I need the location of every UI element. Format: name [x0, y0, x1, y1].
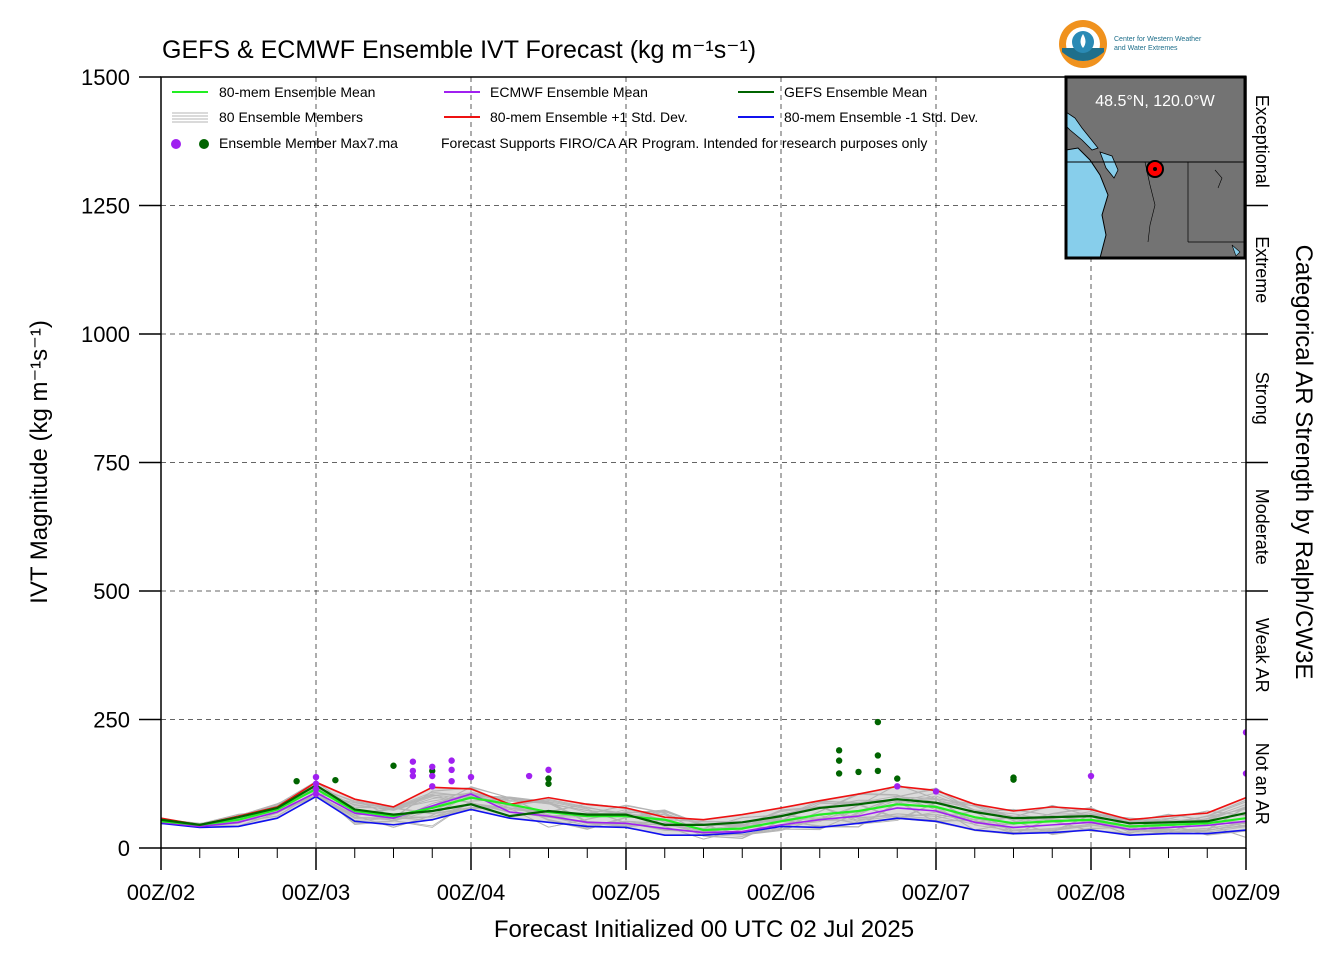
- gefs-max-point: [874, 767, 882, 775]
- y-tick-label: 0: [118, 836, 130, 861]
- ecmwf-max-point: [894, 783, 901, 790]
- map-ocean: [1066, 147, 1109, 258]
- ecmwf-max-point: [448, 757, 455, 764]
- ecmwf-max-point: [1242, 729, 1246, 736]
- logo-text-line1: Center for Western Weather: [1114, 36, 1202, 43]
- y-tick-label: 250: [93, 708, 130, 733]
- ecmwf-max-point: [429, 783, 436, 790]
- ensemble-member-line: [161, 783, 1246, 836]
- gefs-mean-line: [161, 784, 1246, 826]
- y-tick-label: 500: [93, 579, 130, 604]
- legend-dot-ecmwf-max: [171, 139, 181, 149]
- ecmwf-mean-line: [161, 791, 1246, 834]
- logo-drop-icon: [1080, 34, 1086, 48]
- ecmwf-max-point: [932, 788, 940, 795]
- series-lines: [161, 781, 1246, 836]
- legend-label-ecmwf-mean: ECMWF Ensemble Mean: [490, 84, 648, 100]
- x-tick-label: 00Z/08: [1057, 880, 1126, 905]
- category-label: Exceptional: [1252, 95, 1272, 188]
- category-axis: Not an AR Weak AR Moderate Strong Extreme Exc…: [1246, 95, 1272, 825]
- gefs-max-point: [874, 718, 882, 726]
- ecmwf-max-point: [312, 780, 320, 787]
- map-sound: [1099, 151, 1119, 179]
- ecmwf-max-point: [312, 773, 320, 781]
- ecmwf-max-point: [429, 763, 436, 770]
- map-location-label: 48.5°N, 120.0°W: [1095, 93, 1215, 110]
- x-tick-label: 00Z/05: [592, 880, 661, 905]
- y-tick-label: 750: [93, 451, 130, 476]
- member-max-points: [293, 718, 1246, 798]
- legend-note: Forecast Supports FIRO/CA AR Program. In…: [441, 135, 927, 151]
- gefs-max-point: [894, 775, 901, 782]
- gefs-max-point: [874, 752, 882, 759]
- x-tick-label: 00Z/03: [282, 880, 351, 905]
- ecmwf-max-point: [1087, 772, 1095, 780]
- legend-swatch-members: [172, 112, 208, 123]
- gefs-max-point: [390, 762, 397, 769]
- x-axis-label: Forecast Initialized 00 UTC 02 Jul 2025: [494, 916, 914, 943]
- cw3e-logo: Center for Western Weather and Water Ext…: [1059, 20, 1202, 68]
- ensemble-mean-line: [161, 787, 1246, 832]
- category-label: Extreme: [1252, 236, 1272, 303]
- x-axis-ticks: 00Z/02 00Z/03 00Z/04 00Z/05 00Z/06 00Z/07 00Z/…: [127, 848, 1281, 905]
- gefs-max-point: [835, 770, 843, 777]
- ecmwf-max-point: [312, 785, 320, 793]
- logo-wave-icon: [1062, 48, 1104, 61]
- x-tick-label: 00Z/07: [902, 880, 971, 905]
- legend-dot-gefs-max: [199, 139, 209, 149]
- legend-label-ensemble-mean: 80-mem Ensemble Mean: [219, 84, 375, 100]
- map-frame: [1064, 75, 1247, 260]
- ecmwf-max-point: [312, 790, 320, 798]
- map-coastal-water: [1066, 111, 1099, 151]
- gefs-max-point: [332, 776, 339, 784]
- plot-area: [161, 718, 1246, 840]
- y-tick-label: 1500: [81, 65, 130, 90]
- category-label: Weak AR: [1252, 618, 1272, 693]
- legend-label-minus-std: 80-mem Ensemble -1 Std. Dev.: [784, 109, 978, 125]
- y-axis-label: IVT Magnitude (kg m⁻¹s⁻¹): [26, 320, 53, 604]
- gefs-max-point: [855, 768, 862, 776]
- legend: 80-mem Ensemble Mean ECMWF Ensemble Mean…: [171, 84, 978, 151]
- category-label: Moderate: [1252, 489, 1272, 565]
- legend-label-gefs-mean: GEFS Ensemble Mean: [784, 84, 927, 100]
- category-label: Not an AR: [1252, 743, 1272, 825]
- legend-label-members: 80 Ensemble Members: [219, 109, 363, 125]
- x-tick-label: 00Z/09: [1212, 880, 1281, 905]
- x-tick-label: 00Z/04: [437, 880, 506, 905]
- gefs-max-point: [545, 780, 552, 787]
- chart-title: GEFS & ECMWF Ensemble IVT Forecast (kg m…: [162, 36, 756, 64]
- gefs-max-point: [293, 777, 300, 785]
- ecmwf-max-point: [448, 766, 455, 774]
- ecmwf-max-point: [409, 758, 417, 765]
- ecmwf-max-point: [409, 767, 417, 775]
- x-tick-label: 00Z/02: [127, 880, 196, 905]
- ecmwf-max-point: [409, 772, 417, 780]
- y-tick-label: 1000: [81, 322, 130, 347]
- plus-std-line: [161, 781, 1246, 826]
- x-tick-label: 00Z/06: [747, 880, 816, 905]
- ecmwf-max-point: [545, 766, 552, 774]
- ecmwf-max-point: [467, 773, 475, 781]
- gefs-max-point: [835, 747, 843, 754]
- ecmwf-max-point: [448, 777, 455, 785]
- gefs-max-point: [1010, 776, 1017, 783]
- minus-std-line: [161, 795, 1246, 836]
- y-tick-label: 1250: [81, 194, 130, 219]
- gefs-max-point: [835, 757, 843, 764]
- y-axis-ticks: 0 250 500 750 1000 1250 1500: [81, 65, 161, 861]
- category-label: Strong: [1252, 372, 1272, 425]
- right-axis-label: Categorical AR Strength by Ralph/CW3E: [1290, 245, 1317, 680]
- location-map-inset: 48.5°N, 120.0°W: [1064, 75, 1247, 260]
- legend-label-plus-std: 80-mem Ensemble +1 Std. Dev.: [490, 109, 688, 125]
- logo-text-line2: and Water Extremes: [1114, 45, 1178, 52]
- gefs-max-point: [545, 775, 552, 782]
- ecmwf-max-point: [429, 772, 436, 780]
- ecmwf-max-point: [525, 772, 533, 780]
- legend-label-member-max: Ensemble Member Max7.ma: [219, 135, 398, 151]
- ecmwf-max-point: [1242, 770, 1246, 777]
